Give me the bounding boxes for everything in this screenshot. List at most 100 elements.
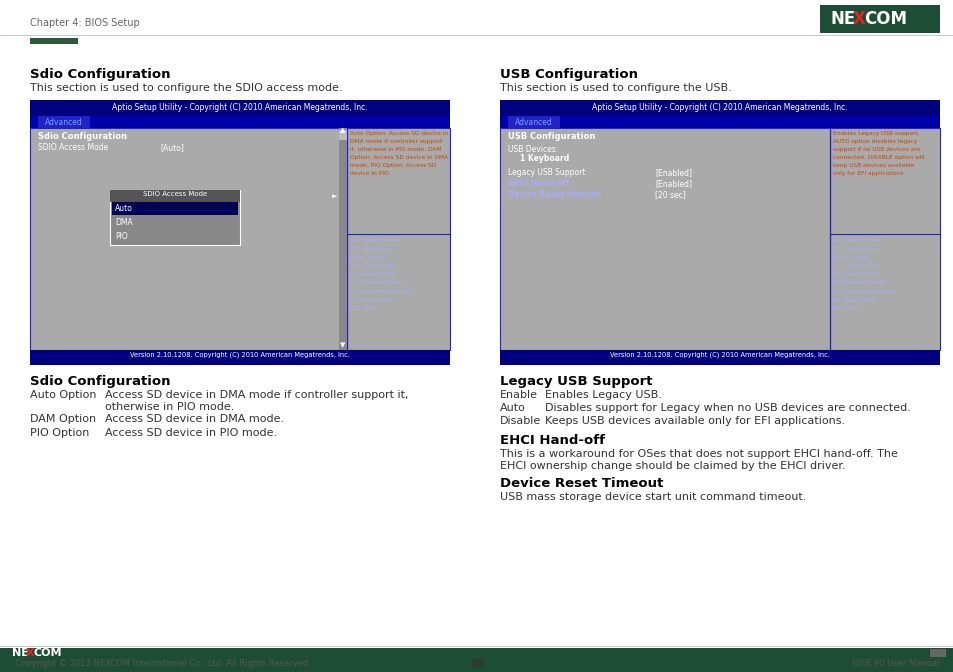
Text: ESC: Exit: ESC: Exit — [350, 306, 375, 311]
Text: support if no USB devices are: support if no USB devices are — [832, 147, 920, 152]
Text: PIO: PIO — [115, 232, 128, 241]
Bar — [30, 116, 450, 128]
Text: This is a workaround for OSes that does not support EHCI hand-off. The: This is a workaround for OSes that does … — [499, 449, 897, 459]
Text: [Auto]: [Auto] — [160, 143, 184, 152]
Text: ↑↓: Select Item: ↑↓: Select Item — [350, 247, 394, 251]
Text: device in PIO.: device in PIO. — [350, 171, 390, 176]
Bar — [499, 128, 829, 350]
Text: 1 Keyboard: 1 Keyboard — [519, 154, 569, 163]
Text: Enter: Select: Enter: Select — [350, 255, 385, 260]
Bar — [499, 128, 939, 350]
Text: keep USB devices available: keep USB devices available — [832, 163, 914, 168]
Text: DAM Option: DAM Option — [30, 414, 96, 424]
Bar — [499, 116, 939, 128]
Bar — [30, 100, 450, 116]
Text: Access SD device in PIO mode.: Access SD device in PIO mode. — [105, 428, 276, 438]
Text: Device Reset Timeout: Device Reset Timeout — [499, 477, 662, 490]
Text: Aptio Setup Utility - Copyright (C) 2010 American Megatrends, Inc.: Aptio Setup Utility - Copyright (C) 2010… — [112, 103, 368, 112]
Bar — [929, 649, 945, 657]
Text: Auto: Auto — [499, 403, 525, 413]
Bar — [110, 190, 240, 202]
Text: Disable: Disable — [499, 416, 540, 426]
Text: X: X — [26, 648, 34, 658]
Text: Sdio Configuration: Sdio Configuration — [30, 68, 171, 81]
Text: ESC: Exit: ESC: Exit — [832, 306, 857, 311]
Text: 38: 38 — [469, 659, 484, 669]
Text: Enables Legacy USB.: Enables Legacy USB. — [544, 390, 661, 400]
Text: [20 sec]: [20 sec] — [655, 190, 685, 199]
Bar — [30, 350, 450, 365]
Text: USB Configuration: USB Configuration — [507, 132, 595, 141]
Bar — [110, 190, 240, 245]
Text: Access SD device in DMA mode.: Access SD device in DMA mode. — [105, 414, 284, 424]
Text: Auto Option: Access SD device in: Auto Option: Access SD device in — [350, 131, 448, 136]
Text: +/-: Change Opt.: +/-: Change Opt. — [350, 263, 396, 269]
Text: →←: Select Screen: →←: Select Screen — [832, 238, 882, 243]
Text: Device Reset timeout: Device Reset timeout — [507, 190, 600, 199]
Text: F2: Previous Values: F2: Previous Values — [832, 280, 885, 286]
Text: EHCI ownership change should be claimed by the EHCI driver.: EHCI ownership change should be claimed … — [499, 461, 844, 471]
Bar — [507, 116, 559, 128]
Text: Sdio Configuration: Sdio Configuration — [30, 375, 171, 388]
Text: Legacy USB Support: Legacy USB Support — [507, 168, 585, 177]
Text: F4: Save & Exit: F4: Save & Exit — [350, 298, 392, 302]
Text: DMA: DMA — [115, 218, 132, 227]
Bar — [30, 38, 78, 44]
Text: ↑↓: Select Item: ↑↓: Select Item — [832, 247, 876, 251]
Text: Disables support for Legacy when no USB devices are connected.: Disables support for Legacy when no USB … — [544, 403, 910, 413]
Bar — [0, 648, 953, 672]
Text: mode. PIO Option: Access SD: mode. PIO Option: Access SD — [350, 163, 436, 168]
Text: EHCI Hand-off: EHCI Hand-off — [507, 179, 568, 188]
Text: F1: General Help: F1: General Help — [832, 272, 879, 277]
Text: COM: COM — [33, 648, 61, 658]
Text: Sdio Configuration: Sdio Configuration — [38, 132, 127, 141]
Text: Option: Access SD device in DMA: Option: Access SD device in DMA — [350, 155, 448, 160]
Bar — [112, 202, 237, 215]
Text: NE: NE — [830, 10, 856, 28]
Text: Version 2.10.1208. Copyright (C) 2010 American Megatrends, Inc.: Version 2.10.1208. Copyright (C) 2010 Am… — [609, 352, 829, 358]
Bar — [820, 5, 939, 33]
Text: Enables Legacy USB support.: Enables Legacy USB support. — [832, 131, 919, 136]
Text: F3: Optimized Defaults: F3: Optimized Defaults — [832, 289, 895, 294]
Text: X: X — [852, 10, 865, 28]
Bar — [0, 646, 953, 647]
Text: USB Devices:: USB Devices: — [507, 145, 558, 154]
Text: AUTO option disables legacy: AUTO option disables legacy — [832, 139, 917, 144]
Text: Legacy USB Support: Legacy USB Support — [499, 375, 652, 388]
Bar — [0, 35, 953, 36]
Bar — [30, 128, 450, 350]
Text: Enable: Enable — [499, 390, 537, 400]
Text: EHCI Hand-off: EHCI Hand-off — [499, 434, 604, 447]
Bar — [338, 128, 347, 350]
Text: Copyright © 2013 NEXCOM International Co., Ltd. All Rights Reserved.: Copyright © 2013 NEXCOM International Co… — [15, 659, 311, 669]
Text: This section is used to configure the SDIO access mode.: This section is used to configure the SD… — [30, 83, 342, 93]
Text: USB Configuration: USB Configuration — [499, 68, 638, 81]
Text: DMA mode if controller support: DMA mode if controller support — [350, 139, 442, 144]
Bar — [499, 100, 939, 116]
Text: F3: Optimized Defaults: F3: Optimized Defaults — [350, 289, 413, 294]
Text: ►: ► — [332, 193, 337, 199]
Text: Version 2.10.1208. Copyright (C) 2010 American Megatrends, Inc.: Version 2.10.1208. Copyright (C) 2010 Am… — [130, 352, 350, 358]
Text: only for EFI applications.: only for EFI applications. — [832, 171, 904, 176]
Bar — [338, 130, 347, 140]
Text: Advanced: Advanced — [45, 118, 83, 127]
Text: Access SD device in DMA mode if controller support it,: Access SD device in DMA mode if controll… — [105, 390, 408, 400]
Text: →←: Select Screen: →←: Select Screen — [350, 238, 400, 243]
Text: otherwise in PIO mode.: otherwise in PIO mode. — [105, 402, 234, 412]
Bar — [829, 128, 939, 350]
Bar — [30, 128, 347, 350]
Bar — [0, 657, 953, 672]
Text: ▼: ▼ — [340, 342, 345, 348]
Text: [Enabled]: [Enabled] — [655, 179, 691, 188]
Text: Advanced: Advanced — [515, 118, 553, 127]
Text: COM: COM — [863, 10, 906, 28]
Text: F1: General Help: F1: General Help — [350, 272, 395, 277]
Bar — [347, 128, 450, 350]
Text: NISE 90 User Manual: NISE 90 User Manual — [851, 659, 939, 669]
Text: [Enabled]: [Enabled] — [655, 168, 691, 177]
Text: F2: Previous Values: F2: Previous Values — [350, 280, 403, 286]
Text: Enter: Select: Enter: Select — [832, 255, 867, 260]
Text: F4: Save & Exit: F4: Save & Exit — [832, 298, 874, 302]
Text: This section is used to configure the USB.: This section is used to configure the US… — [499, 83, 731, 93]
Text: connected. DISABLE option will: connected. DISABLE option will — [832, 155, 923, 160]
